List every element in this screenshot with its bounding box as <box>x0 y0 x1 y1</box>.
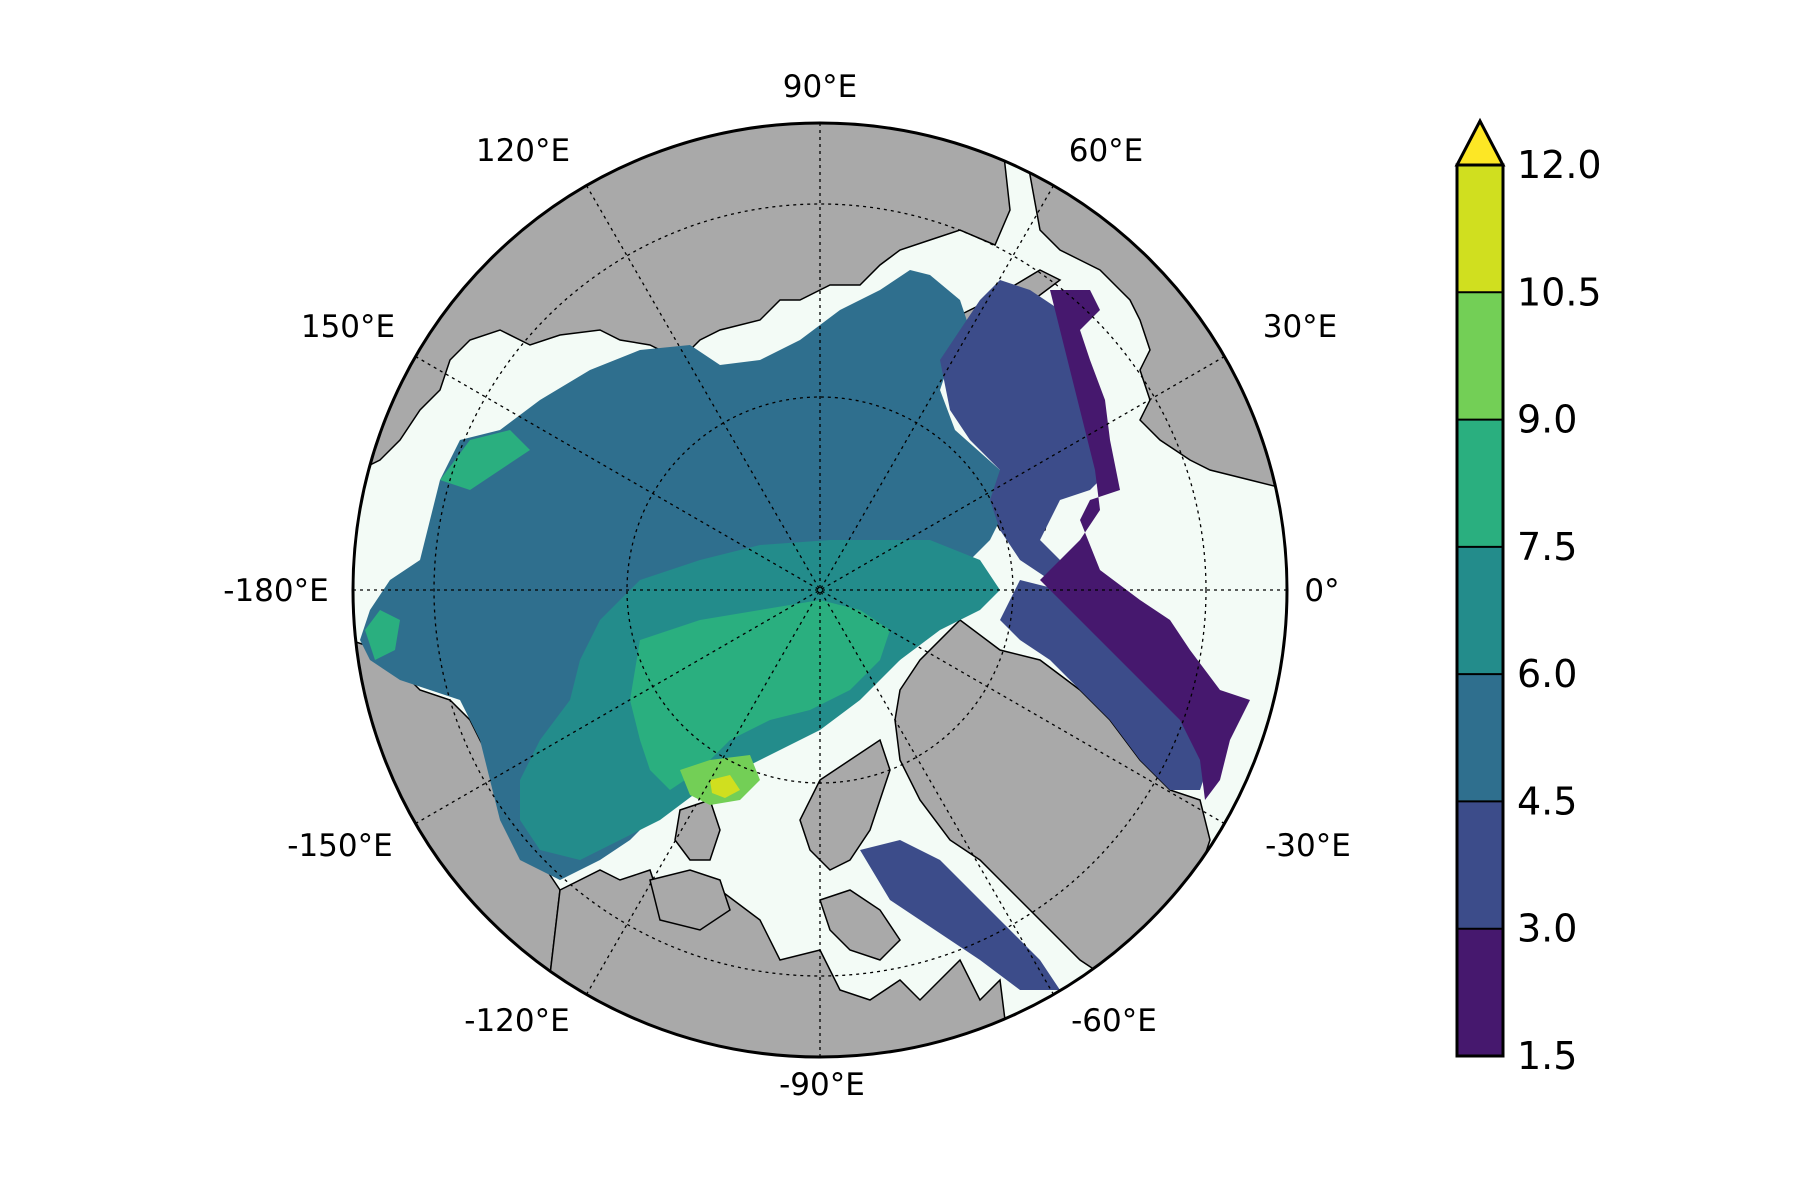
ice-thickness-contours <box>360 270 1250 990</box>
colorbar-tick-label: 10.5 <box>1517 270 1602 314</box>
colorbar-band-6-7.5 <box>1457 546 1503 675</box>
canada-land <box>539 869 1011 1057</box>
contour-10.5-12.0 <box>710 775 740 798</box>
colorbar-tick-label: 4.5 <box>1517 779 1577 823</box>
colorbar-outline <box>1455 163 1505 1058</box>
lon-label-30e: 30°E <box>1263 309 1338 345</box>
lon-label-150e: 150°E <box>301 309 395 345</box>
colorbar-ticks: 1.5 3.0 4.5 6.0 7.5 9.0 10.5 12.0 <box>1457 143 1602 1078</box>
lon-label-0: 0° <box>1304 573 1339 609</box>
contour-7.5-9.0-chukchi <box>365 610 400 660</box>
lon-label-120w: -120°E <box>464 1003 569 1039</box>
graticule <box>353 123 1287 1057</box>
ellesmere-island <box>799 738 891 871</box>
contour-3.0-4.5-fram <box>1000 580 1210 790</box>
colorbar-tick-label: 1.5 <box>1517 1034 1577 1078</box>
colorbar-band-3-4.5 <box>1457 801 1503 930</box>
contour-7.5-9.0-siberian <box>440 430 530 490</box>
meridian-150e-30w <box>415 355 1225 825</box>
land-masses <box>353 123 1287 1057</box>
lon-label-60w: -60°E <box>1071 1003 1157 1039</box>
lon-label-90e: 90°E <box>783 69 858 105</box>
colorbar: 1.5 3.0 4.5 6.0 7.5 9.0 10.5 12.0 <box>1454 117 1602 1078</box>
parallel-70n <box>433 203 1207 977</box>
map-boundary <box>351 121 1289 1059</box>
lon-label-90w: -90°E <box>779 1067 865 1103</box>
lon-label-60e: 60°E <box>1069 133 1144 169</box>
colorbar-extend-max-triangle <box>1454 117 1506 167</box>
contour-3.0-4.5-baffin <box>860 840 1060 990</box>
victoria-island <box>649 869 731 931</box>
colorbar-band-4.5-6 <box>1457 674 1503 802</box>
lon-label-150w: -150°E <box>287 828 392 864</box>
contour-7.5-9.0 <box>630 600 890 790</box>
colorbar-tick-label: 12.0 <box>1517 143 1602 187</box>
colorbar-tick-label: 3.0 <box>1517 907 1577 951</box>
meridian-60e-120w <box>585 185 1055 995</box>
lon-label-120e: 120°E <box>476 133 570 169</box>
meridian-labels: 90°E 60°E 30°E 0° -30°E -60°E -90°E -120… <box>223 69 1351 1103</box>
contour-1.5-3.0 <box>1040 290 1250 800</box>
lon-label-180: -180°E <box>223 573 328 609</box>
colorbar-bands <box>1457 165 1503 1057</box>
meridian-120e-60w <box>585 185 1055 995</box>
colorbar-band-7.5-9 <box>1457 419 1503 548</box>
baffin-island <box>819 889 901 961</box>
colorbar-tick-label: 7.5 <box>1517 525 1577 569</box>
polar-map <box>353 123 1287 1057</box>
colorbar-tick-label: 9.0 <box>1517 398 1577 442</box>
colorbar-tick-label: 6.0 <box>1517 652 1577 696</box>
meridian-30e-150w <box>415 355 1225 825</box>
colorbar-band-1.5-3 <box>1457 928 1503 1057</box>
lon-label-30w: -30°E <box>1265 828 1351 864</box>
colorbar-band-10.5-12 <box>1457 165 1503 293</box>
colorbar-band-9-10.5 <box>1457 292 1503 421</box>
